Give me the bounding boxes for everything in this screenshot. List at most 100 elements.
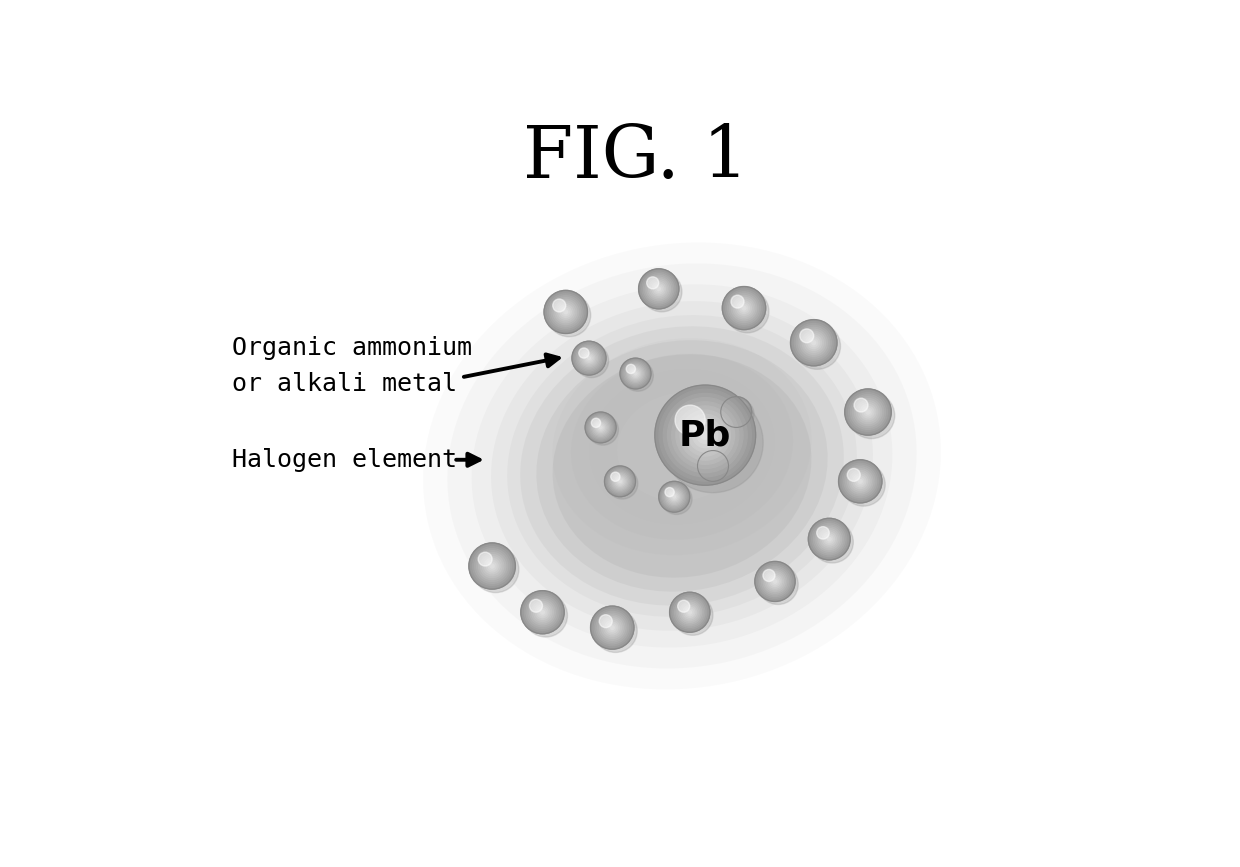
Circle shape	[547, 294, 590, 336]
Circle shape	[525, 594, 568, 637]
Circle shape	[848, 469, 873, 494]
Circle shape	[536, 605, 549, 619]
Circle shape	[861, 404, 875, 420]
Circle shape	[735, 299, 753, 317]
Circle shape	[673, 495, 676, 498]
Circle shape	[644, 274, 673, 303]
Circle shape	[528, 598, 557, 627]
Circle shape	[765, 571, 785, 591]
Circle shape	[854, 399, 882, 426]
Circle shape	[732, 296, 756, 321]
Circle shape	[818, 529, 839, 550]
Circle shape	[673, 596, 707, 629]
Circle shape	[616, 478, 624, 486]
Circle shape	[599, 427, 601, 428]
Circle shape	[476, 551, 507, 582]
Circle shape	[760, 566, 790, 596]
Circle shape	[553, 299, 565, 312]
Circle shape	[771, 578, 779, 584]
Circle shape	[707, 460, 719, 473]
Circle shape	[479, 552, 506, 579]
Ellipse shape	[618, 393, 746, 501]
Circle shape	[672, 596, 713, 636]
Circle shape	[720, 396, 751, 427]
Circle shape	[558, 305, 573, 319]
Circle shape	[658, 481, 689, 512]
Ellipse shape	[507, 315, 857, 616]
Circle shape	[849, 471, 870, 492]
Circle shape	[582, 351, 596, 365]
Circle shape	[774, 580, 776, 583]
Circle shape	[557, 303, 575, 321]
Circle shape	[732, 295, 744, 308]
Circle shape	[676, 599, 703, 626]
Circle shape	[656, 285, 662, 292]
Circle shape	[763, 570, 775, 582]
Circle shape	[670, 492, 680, 502]
Circle shape	[665, 488, 683, 505]
Circle shape	[537, 607, 548, 617]
Text: Halogen element: Halogen element	[233, 447, 458, 472]
Circle shape	[590, 606, 634, 649]
Circle shape	[756, 563, 794, 600]
Circle shape	[842, 463, 885, 506]
Circle shape	[541, 610, 544, 614]
Circle shape	[703, 456, 723, 476]
Circle shape	[605, 621, 620, 635]
Circle shape	[626, 364, 635, 374]
Circle shape	[475, 549, 510, 583]
Circle shape	[734, 409, 739, 414]
Circle shape	[847, 391, 889, 434]
Circle shape	[532, 602, 553, 623]
Ellipse shape	[553, 355, 811, 577]
Circle shape	[560, 307, 572, 317]
Circle shape	[629, 367, 642, 380]
Circle shape	[595, 422, 606, 433]
Circle shape	[626, 364, 645, 382]
Circle shape	[645, 276, 672, 303]
Circle shape	[733, 297, 755, 319]
Circle shape	[548, 294, 584, 330]
Circle shape	[758, 564, 799, 604]
Circle shape	[699, 452, 727, 480]
Circle shape	[853, 474, 868, 488]
Circle shape	[482, 557, 502, 576]
Circle shape	[574, 343, 609, 378]
Circle shape	[724, 401, 748, 424]
Circle shape	[661, 484, 687, 510]
Text: FIG. 1: FIG. 1	[523, 122, 748, 193]
Circle shape	[485, 558, 500, 574]
Circle shape	[526, 596, 559, 629]
Circle shape	[630, 368, 641, 379]
Circle shape	[697, 451, 729, 481]
Circle shape	[606, 467, 634, 495]
Circle shape	[838, 460, 882, 503]
Circle shape	[708, 460, 718, 471]
Circle shape	[529, 599, 543, 612]
Circle shape	[471, 544, 513, 587]
Circle shape	[729, 294, 759, 323]
Circle shape	[587, 355, 591, 361]
Circle shape	[589, 416, 613, 439]
Circle shape	[796, 325, 831, 360]
Ellipse shape	[604, 381, 760, 512]
Circle shape	[732, 407, 742, 417]
Circle shape	[469, 543, 516, 590]
Circle shape	[862, 407, 874, 418]
Circle shape	[486, 560, 498, 572]
Circle shape	[800, 329, 827, 356]
Circle shape	[844, 466, 877, 498]
Circle shape	[668, 491, 681, 503]
Circle shape	[533, 603, 552, 622]
Circle shape	[489, 562, 496, 570]
Circle shape	[600, 615, 625, 640]
Circle shape	[564, 310, 568, 314]
Circle shape	[653, 284, 663, 294]
Circle shape	[472, 546, 518, 593]
Circle shape	[606, 468, 637, 499]
Circle shape	[725, 290, 763, 326]
Circle shape	[662, 393, 763, 492]
Circle shape	[667, 489, 682, 505]
Circle shape	[733, 408, 740, 416]
Circle shape	[596, 424, 605, 431]
